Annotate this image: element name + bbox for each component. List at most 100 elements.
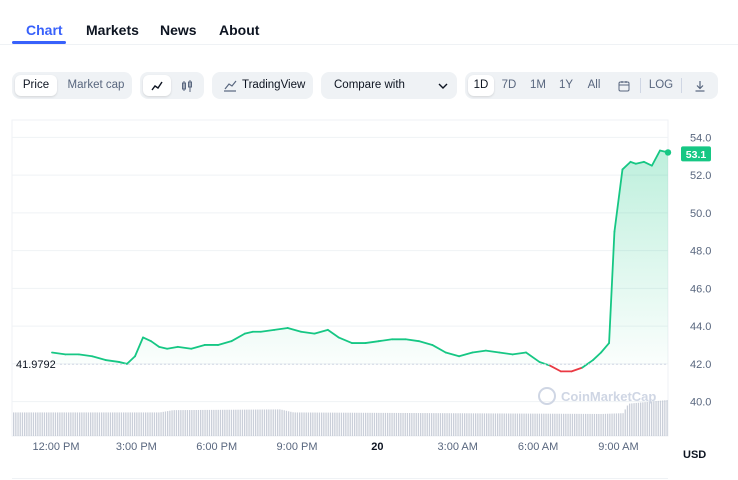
- y-tick-label: 50.0: [690, 208, 711, 220]
- price-segment: [51, 351, 67, 356]
- volume-bar: [530, 413, 532, 436]
- volume-bar: [380, 412, 382, 436]
- volume-bar: [648, 401, 651, 436]
- volume-bar: [442, 413, 444, 436]
- volume-bar: [219, 409, 222, 436]
- volume-bar: [404, 412, 406, 436]
- volume-bar: [541, 413, 543, 436]
- volume-bar: [334, 412, 336, 436]
- price-segment: [91, 355, 107, 361]
- volume-bar: [17, 412, 19, 436]
- volume-bar: [65, 412, 68, 436]
- volume-bar: [147, 412, 149, 436]
- volume-bar: [296, 412, 299, 436]
- volume-bar: [125, 412, 127, 436]
- volume-bar: [136, 412, 138, 436]
- tab-about[interactable]: About: [219, 22, 260, 38]
- volume-bar: [98, 412, 101, 436]
- volume-bar: [74, 412, 76, 436]
- volume-bar: [543, 413, 545, 436]
- volume-bar: [131, 412, 134, 436]
- volume-bar: [285, 410, 288, 436]
- volume-bar: [211, 409, 213, 436]
- download-button[interactable]: [688, 75, 712, 96]
- tradingview-button[interactable]: TradingView: [212, 72, 313, 99]
- volume-bar: [475, 413, 477, 436]
- line-chart-button[interactable]: [143, 75, 171, 96]
- volume-bar: [369, 412, 371, 436]
- volume-bar: [633, 403, 635, 436]
- volume-bar: [228, 409, 230, 436]
- price-segment: [549, 364, 562, 373]
- volume-bar: [41, 412, 43, 436]
- volume-bar: [332, 412, 334, 436]
- timeframe-1y[interactable]: 1Y: [558, 79, 574, 91]
- timeframe-1m[interactable]: 1M: [530, 79, 546, 91]
- volume-bar: [343, 412, 345, 436]
- volume-bar: [554, 413, 556, 436]
- calendar-button[interactable]: [613, 75, 635, 96]
- volume-bar: [272, 409, 274, 436]
- timeframe-1d[interactable]: 1D: [468, 75, 494, 96]
- price-segment: [404, 338, 420, 343]
- volume-bar: [171, 410, 173, 436]
- volume-bar: [358, 412, 360, 436]
- volume-bar: [618, 413, 620, 436]
- volume-bar: [237, 409, 239, 436]
- volume-bar: [140, 412, 142, 436]
- volume-bar: [325, 412, 327, 436]
- price-button[interactable]: Price: [15, 75, 57, 96]
- volume-bar: [395, 412, 398, 436]
- volume-bar: [283, 410, 285, 436]
- candlestick-button[interactable]: [173, 75, 201, 96]
- volume-bar: [305, 412, 307, 436]
- price-segment: [629, 160, 637, 165]
- volume-bar: [483, 413, 486, 436]
- market-cap-button[interactable]: Market cap: [67, 79, 125, 91]
- tab-chart[interactable]: Chart: [26, 22, 63, 38]
- volume-bar: [160, 412, 162, 436]
- volume-bar: [261, 409, 263, 436]
- volume-bar: [567, 413, 569, 436]
- download-icon: [695, 81, 705, 92]
- volume-bar: [637, 402, 640, 436]
- log-scale-button[interactable]: LOG: [648, 79, 674, 91]
- price-chart[interactable]: 41.9792 54.0 52.0 50.0 48.0 46.0 44.0 42.0 40.0…: [0, 112, 738, 478]
- volume-bar: [206, 409, 208, 436]
- volume-bar: [26, 412, 28, 436]
- volume-bar: [303, 412, 305, 436]
- x-tick-label: 20: [371, 441, 383, 453]
- tab-markets[interactable]: Markets: [86, 22, 139, 38]
- volume-bar: [340, 412, 343, 436]
- volume-bar: [437, 413, 439, 436]
- volume-bar: [367, 412, 369, 436]
- volume-bar: [607, 413, 609, 436]
- volume-bar: [624, 409, 626, 436]
- volume-bar: [118, 412, 120, 436]
- y-tick-label: 48.0: [690, 246, 711, 258]
- volume-bar: [444, 413, 446, 436]
- volume-bar: [299, 412, 301, 436]
- volume-bar: [635, 402, 637, 436]
- volume-bar: [580, 413, 582, 436]
- tab-news[interactable]: News: [160, 22, 197, 38]
- timeframe-7d[interactable]: 7D: [501, 79, 517, 91]
- volume-bar: [492, 413, 494, 436]
- volume-bar: [32, 412, 35, 436]
- volume-bar: [642, 402, 644, 436]
- volume-bar: [453, 413, 455, 436]
- tradingview-label: TradingView: [242, 79, 306, 91]
- timeframe-all[interactable]: All: [587, 79, 601, 91]
- price-segment: [313, 328, 329, 335]
- price-segment: [176, 345, 193, 350]
- price-segment: [642, 160, 653, 167]
- volume-bar: [563, 413, 565, 436]
- bottom-divider: [12, 478, 668, 479]
- volume-bar: [68, 412, 70, 436]
- x-tick-label: 9:00 PM: [277, 441, 318, 453]
- volume-bar: [417, 413, 420, 436]
- volume-bar: [323, 412, 325, 436]
- volume-bar: [365, 412, 367, 436]
- compare-with-select[interactable]: Compare with: [321, 72, 457, 99]
- volume-bar: [37, 412, 39, 436]
